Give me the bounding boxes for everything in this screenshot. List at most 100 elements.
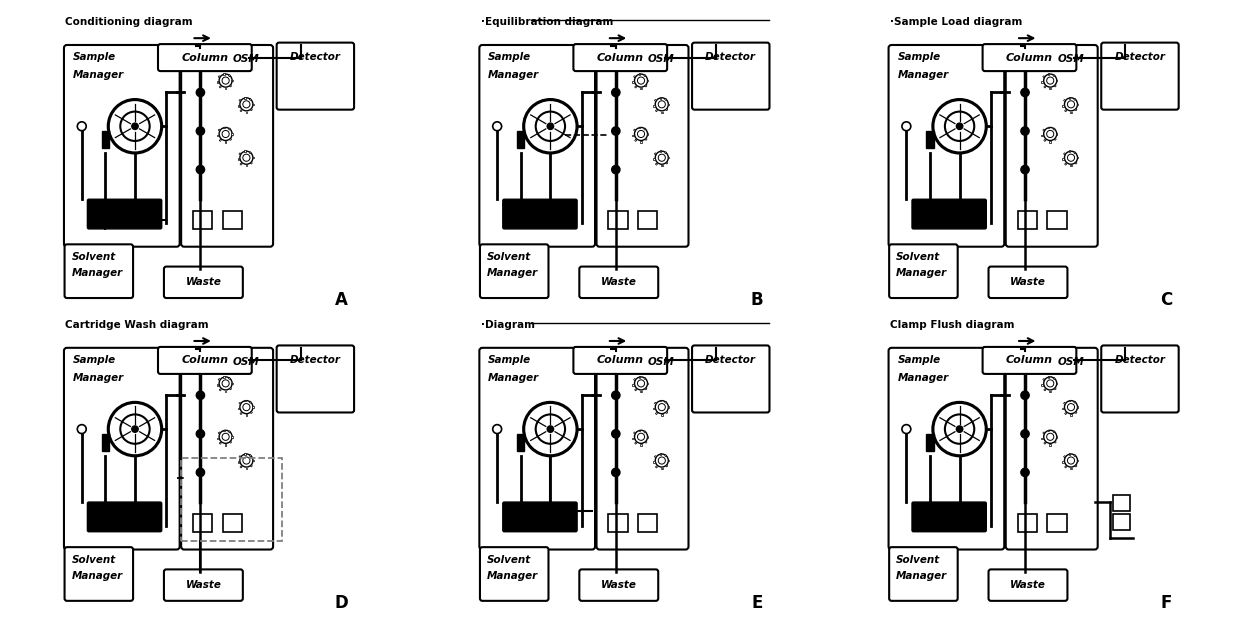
Bar: [1053, 431, 1055, 433]
Text: OSM: OSM: [1058, 54, 1084, 64]
Bar: [661, 165, 662, 166]
Bar: [223, 514, 242, 531]
Bar: [238, 105, 239, 106]
Bar: [645, 138, 647, 140]
Bar: [655, 455, 656, 458]
Bar: [632, 438, 634, 439]
Bar: [639, 430, 640, 431]
Text: B: B: [750, 291, 763, 309]
Bar: [238, 158, 239, 160]
Bar: [640, 391, 642, 392]
Bar: [244, 97, 246, 98]
Bar: [1048, 211, 1066, 229]
Bar: [1075, 465, 1078, 467]
Bar: [250, 412, 253, 413]
FancyBboxPatch shape: [164, 569, 243, 601]
Bar: [219, 86, 221, 88]
Bar: [653, 158, 655, 160]
Bar: [249, 98, 252, 101]
Bar: [667, 104, 670, 105]
Bar: [1018, 514, 1037, 531]
FancyBboxPatch shape: [64, 45, 180, 247]
Bar: [661, 415, 662, 416]
Circle shape: [131, 426, 138, 433]
Text: Conditioning diagram: Conditioning diagram: [66, 17, 193, 27]
Bar: [218, 129, 221, 131]
Bar: [1075, 412, 1078, 413]
Text: Cartridge Wash diagram: Cartridge Wash diagram: [66, 320, 210, 329]
Bar: [1075, 109, 1078, 111]
Bar: [635, 442, 636, 444]
Bar: [1049, 444, 1052, 446]
Text: Manager: Manager: [487, 268, 538, 278]
Bar: [250, 465, 253, 467]
Text: Column: Column: [181, 355, 228, 365]
FancyBboxPatch shape: [1006, 45, 1097, 247]
Text: Manager: Manager: [897, 268, 947, 278]
Bar: [241, 163, 242, 165]
Circle shape: [196, 391, 205, 399]
Circle shape: [547, 123, 553, 130]
Bar: [249, 455, 252, 457]
Text: Manager: Manager: [73, 70, 124, 80]
Circle shape: [1021, 127, 1029, 135]
Bar: [660, 400, 661, 401]
FancyBboxPatch shape: [277, 43, 355, 109]
FancyBboxPatch shape: [181, 45, 273, 247]
Circle shape: [1021, 430, 1029, 438]
Bar: [229, 387, 232, 390]
FancyBboxPatch shape: [502, 502, 577, 531]
Bar: [223, 74, 224, 75]
Bar: [1043, 75, 1045, 78]
Bar: [653, 461, 655, 463]
Bar: [647, 80, 649, 82]
Bar: [653, 408, 655, 409]
Circle shape: [196, 166, 205, 174]
FancyBboxPatch shape: [911, 502, 986, 531]
Bar: [238, 461, 239, 463]
Circle shape: [611, 88, 620, 96]
Bar: [1054, 138, 1056, 140]
Text: Sample: Sample: [898, 53, 941, 62]
Bar: [246, 165, 247, 166]
Bar: [250, 109, 253, 111]
Bar: [246, 112, 247, 113]
Bar: [656, 109, 657, 112]
Bar: [1064, 153, 1065, 155]
FancyBboxPatch shape: [502, 199, 577, 229]
Bar: [1049, 88, 1052, 90]
Bar: [656, 163, 657, 165]
Bar: [647, 383, 649, 384]
Bar: [249, 401, 252, 404]
Bar: [1074, 152, 1076, 154]
Bar: [223, 376, 224, 378]
Bar: [635, 86, 636, 88]
Circle shape: [196, 88, 205, 96]
Bar: [1053, 75, 1055, 77]
Bar: [1063, 105, 1064, 106]
Bar: [632, 135, 634, 136]
Bar: [645, 387, 647, 390]
Bar: [639, 514, 657, 531]
Bar: [102, 131, 109, 148]
FancyBboxPatch shape: [64, 547, 133, 601]
FancyBboxPatch shape: [1006, 348, 1097, 549]
Text: Solvent: Solvent: [72, 555, 115, 565]
Text: Sample: Sample: [73, 355, 117, 365]
Bar: [228, 378, 231, 379]
Bar: [219, 389, 221, 391]
Text: Detector: Detector: [290, 53, 341, 62]
Bar: [1054, 85, 1056, 87]
Bar: [217, 384, 218, 386]
Bar: [217, 82, 218, 83]
Bar: [1042, 82, 1043, 83]
Bar: [1076, 460, 1079, 461]
Bar: [223, 430, 224, 431]
Circle shape: [547, 426, 553, 433]
Bar: [1053, 128, 1055, 130]
Bar: [640, 142, 642, 143]
Bar: [666, 109, 668, 111]
Bar: [1056, 436, 1058, 438]
Bar: [1112, 494, 1131, 511]
Bar: [667, 460, 670, 461]
